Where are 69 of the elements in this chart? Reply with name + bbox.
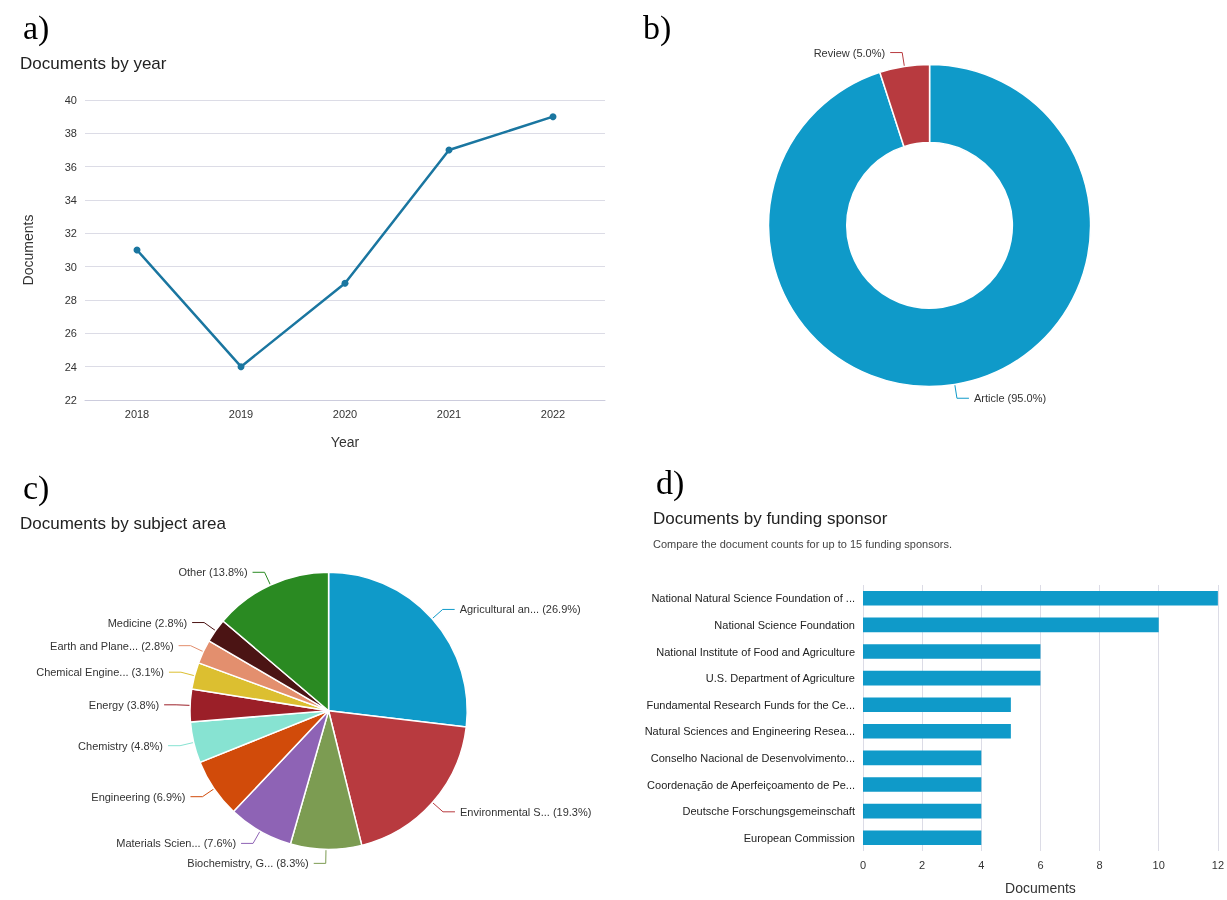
x-tick-label: 2019 [228, 407, 254, 420]
x-tick-label: 12 [1211, 858, 1225, 871]
slice-label: Article (95.0%) [973, 392, 1047, 405]
bar [863, 590, 1218, 606]
slice-label: Environmental S... (19.3%) [459, 805, 592, 818]
y-tick-label: 34 [64, 194, 77, 206]
x-tick-label: 2020 [332, 407, 358, 420]
x-tick-label: 4 [978, 858, 985, 871]
y-tick-label: European Commission [743, 831, 855, 844]
slice-label: Medicine (2.8%) [107, 616, 188, 629]
slice-label: Materials Scien... (7.6%) [116, 837, 237, 850]
point [549, 113, 557, 121]
y-tick-label: 36 [64, 160, 77, 173]
x-tick-label: 2 [919, 858, 926, 871]
chart-title: Documents by funding sponsor [653, 509, 888, 528]
slice-label: Engineering (6.9%) [91, 790, 186, 803]
slice-label: Biochemistry, G... (8.3%) [187, 857, 309, 870]
x-tick-label: 10 [1152, 858, 1165, 871]
y-tick-label: 40 [64, 94, 77, 106]
y-tick-label: Fundamental Research Funds for the Ce... [646, 698, 855, 711]
y-tick-label: 22 [64, 394, 77, 406]
y-tick-label: National Natural Science Foundation of ... [651, 592, 855, 605]
slice-label: Chemical Engine... (3.1%) [36, 666, 164, 679]
text: d) [656, 463, 685, 502]
y-tick-label: 32 [64, 227, 77, 240]
bar [863, 777, 982, 792]
x-axis-title: Year [330, 434, 360, 450]
slice-label: Chemistry (4.8%) [78, 739, 164, 752]
y-tick-label: Conselho Nacional de Desenvolvimento... [650, 751, 855, 764]
y-tick-label: National Institute of Food and Agriculture [656, 645, 855, 658]
y-tick-label: U.S. Department of Agriculture [705, 672, 855, 685]
point [237, 363, 245, 371]
chart-title: Documents by subject area [20, 514, 227, 533]
bar [863, 723, 1011, 739]
bar [863, 803, 982, 819]
chart-subtitle: Compare the document counts for up to 15 funding sponsors. [653, 537, 953, 550]
y-tick-label: 26 [64, 327, 77, 340]
y-tick-label: 28 [64, 294, 77, 306]
bar [863, 670, 1041, 686]
x-tick-label: 2018 [124, 407, 150, 420]
y-tick-label: Natural Sciences and Engineering Resea... [644, 725, 855, 738]
slice-label: Earth and Plane... (2.8%) [50, 639, 174, 652]
text: a) [23, 8, 50, 47]
slice-label: Agricultural an... (26.9%) [459, 603, 581, 616]
x-tick-label: 2022 [540, 407, 566, 420]
x-tick-label: 2021 [436, 407, 462, 420]
slice-label: Other (13.8%) [178, 566, 248, 579]
bar [863, 830, 982, 846]
y-tick-label: National Science Foundation [714, 618, 855, 631]
text: c) [23, 468, 50, 507]
slice-label: Energy (3.8%) [88, 698, 160, 711]
bar [863, 617, 1159, 633]
x-tick-label: 0 [859, 858, 867, 871]
bar [863, 750, 982, 766]
y-tick-label: 38 [64, 127, 77, 140]
x-tick-label: 8 [1096, 858, 1103, 871]
slice-label: Review (5.0%) [813, 46, 886, 59]
text: b) [643, 8, 672, 47]
y-tick-label: Coordenação de Aperfeiçoamento de Pe... [647, 778, 855, 791]
y-tick-label: 30 [64, 260, 77, 273]
y-tick-label: Deutsche Forschungsgemeinschaft [682, 805, 855, 818]
chart-title: Documents by year [20, 54, 167, 73]
bar [863, 697, 1011, 713]
bar [863, 644, 1041, 659]
x-axis-title: Documents [1005, 880, 1076, 896]
y-tick-label: 24 [64, 360, 77, 373]
point [341, 279, 349, 287]
x-tick-label: 6 [1037, 858, 1044, 871]
y-axis-title: Documents [20, 214, 36, 286]
